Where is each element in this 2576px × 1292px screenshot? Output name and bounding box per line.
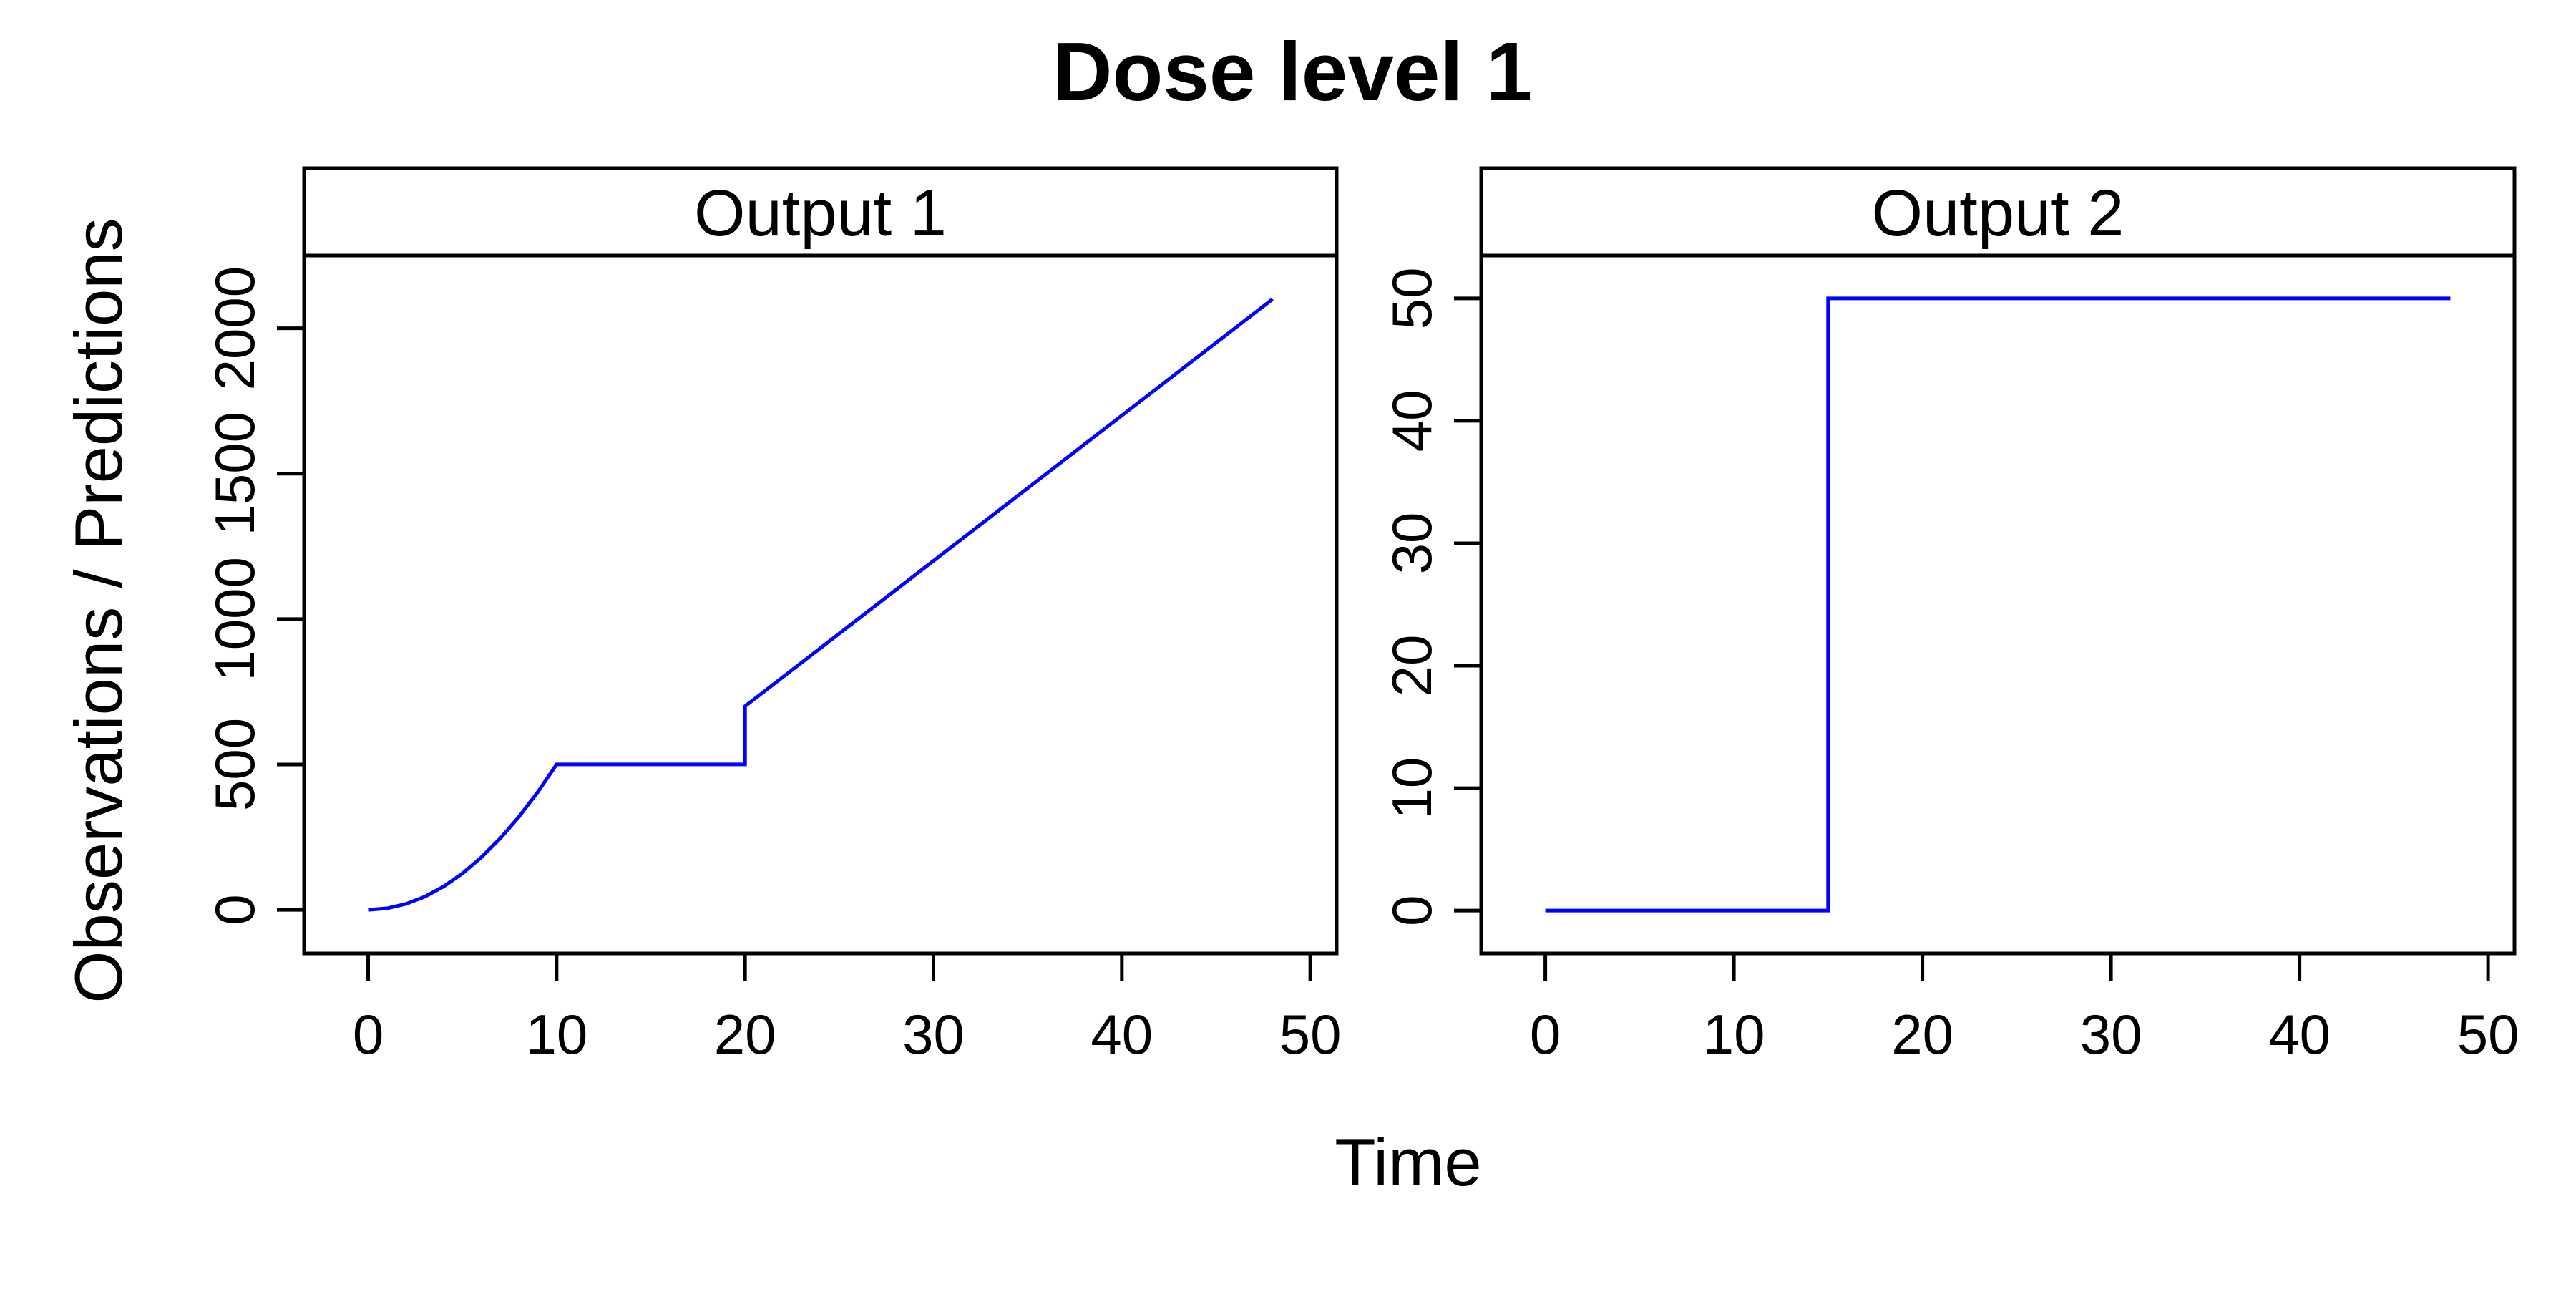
y-tick-label: 500 [203,718,266,811]
y-tick-label: 2000 [203,266,266,391]
y-tick-label: 50 [1380,267,1443,329]
x-tick-label: 50 [2457,1003,2519,1066]
panel-title: Output 1 [694,177,947,250]
y-tick-label: 0 [1380,895,1443,926]
panel-frame [302,253,1339,956]
panel-strip [1479,166,2517,258]
x-tick-label: 10 [525,1003,587,1066]
x-tick-label: 30 [2080,1003,2142,1066]
x-tick-label: 20 [1891,1003,1953,1066]
series-line [1545,296,2451,913]
series-line [368,297,1274,912]
panel-2: Output 2 0 10 20 30 40 50 0 10 20 30 40 50 [1380,166,2519,1066]
panel-strip [302,166,1339,258]
x-tick-label: 40 [1091,1003,1153,1066]
x-tick-label: 50 [1279,1003,1342,1066]
x-tick-label: 10 [1703,1003,1765,1066]
x-tick-label: 40 [2268,1003,2331,1066]
x-tick-label: 20 [714,1003,776,1066]
y-tick-label: 1000 [203,557,266,681]
panel-title: Output 2 [1872,177,2124,250]
chart-title: Dose level 1 [1053,25,1533,118]
y-tick-label: 20 [1380,635,1443,697]
y-tick-label: 10 [1380,757,1443,820]
x-tick-label: 30 [902,1003,965,1066]
x-tick-label: 0 [353,1003,384,1066]
y-tick-label: 0 [203,894,266,925]
panel-frame [1479,253,2517,956]
y-tick-label: 1500 [203,412,266,536]
y-tick-label: 40 [1380,390,1443,452]
x-axis-title: Time [1335,1125,1481,1200]
x-tick-label: 0 [1530,1003,1561,1066]
y-axis-title: Observations / Predictions [61,218,136,1003]
panels: Output 10 10 20 30 40 500500100015002000Outpu… [203,166,2519,1066]
y-tick-label: 30 [1380,513,1443,575]
